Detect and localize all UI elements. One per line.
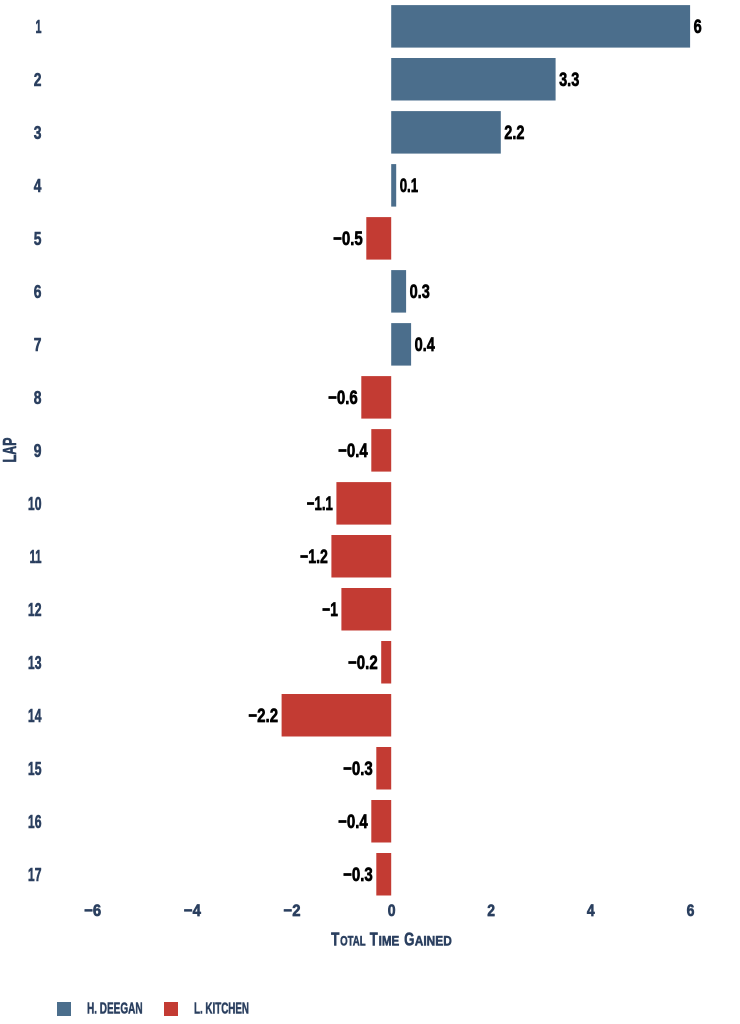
svg-text:16: 16 [28,812,42,832]
svg-text:3: 3 [34,123,42,143]
svg-text:−6: −6 [84,901,101,920]
svg-text:−0.4: −0.4 [338,811,368,833]
svg-text:13: 13 [28,653,42,673]
svg-text:8: 8 [34,388,42,408]
svg-text:4: 4 [34,176,42,196]
svg-text:−0.5: −0.5 [333,228,363,250]
svg-text:−0.6: −0.6 [328,387,358,409]
svg-text:−4: −4 [184,901,201,920]
svg-text:6: 6 [694,16,702,38]
svg-text:T: T [331,930,339,950]
svg-text:15: 15 [28,759,42,779]
svg-text:14: 14 [28,706,42,726]
svg-text:6: 6 [687,901,695,920]
svg-text:G: G [404,930,414,950]
svg-text:5: 5 [34,229,42,249]
svg-text:10: 10 [28,494,42,514]
svg-text:T: T [370,930,378,950]
svg-text:2: 2 [34,70,42,90]
svg-text:−0.4: −0.4 [338,440,368,462]
svg-text:−0.2: −0.2 [348,652,378,674]
svg-text:L. KITCHEN: L. KITCHEN [194,1001,249,1018]
svg-text:−2: −2 [284,901,301,920]
svg-text:−1: −1 [322,599,338,621]
svg-text:4: 4 [587,901,595,920]
svg-text:2.2: 2.2 [504,122,524,144]
svg-text:−0.3: −0.3 [343,864,373,886]
svg-text:IME: IME [379,934,400,949]
svg-text:11: 11 [30,547,42,567]
svg-text:0: 0 [388,901,396,920]
svg-text:−1.2: −1.2 [300,546,328,568]
svg-text:AINED: AINED [415,934,452,949]
svg-text:2: 2 [487,901,495,920]
svg-text:0.4: 0.4 [415,334,435,356]
svg-text:−1.1: −1.1 [307,493,333,515]
svg-text:−0.3: −0.3 [343,758,373,780]
svg-text:6: 6 [34,282,42,302]
svg-text:0.1: 0.1 [400,175,419,197]
svg-text:−2.2: −2.2 [248,705,278,727]
svg-text:LAP: LAP [0,438,20,463]
svg-text:0.3: 0.3 [410,281,430,303]
svg-text:17: 17 [28,865,42,885]
svg-text:3.3: 3.3 [559,69,579,91]
svg-text:12: 12 [28,600,42,620]
svg-text:9: 9 [34,441,42,461]
svg-text:H. DEEGAN: H. DEEGAN [87,1001,143,1018]
svg-text:7: 7 [34,335,42,355]
svg-text:1: 1 [36,17,42,37]
svg-text:OTAL: OTAL [340,934,366,949]
